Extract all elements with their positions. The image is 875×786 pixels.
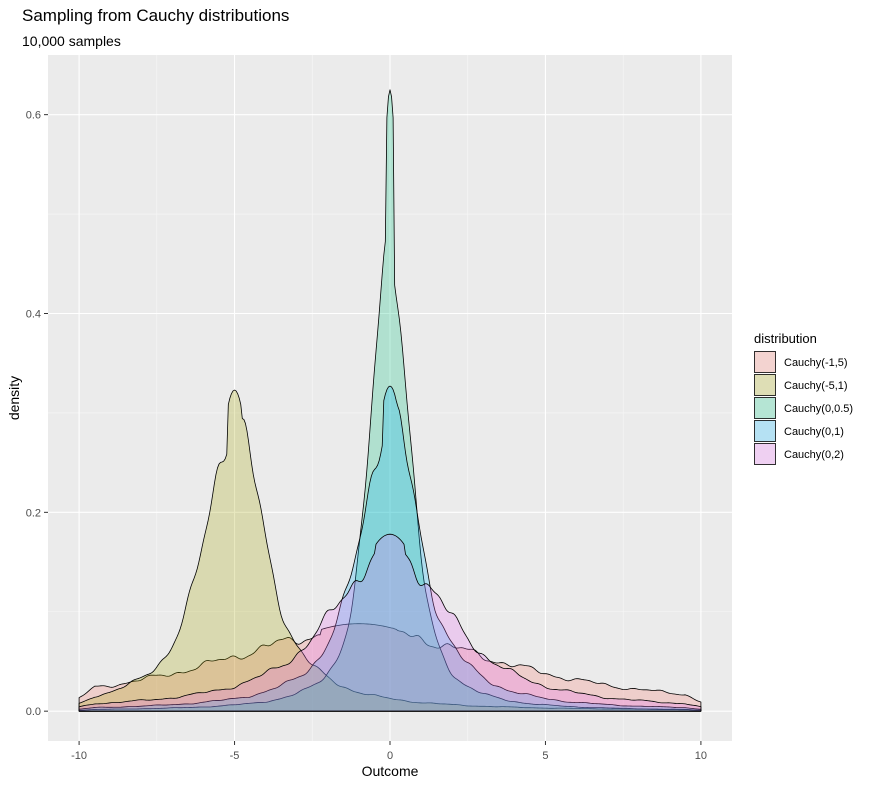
legend-swatch <box>754 420 776 442</box>
chart-title: Sampling from Cauchy distributions <box>22 6 290 25</box>
legend-key-background <box>754 351 776 373</box>
chart-subtitle: 10,000 samples <box>22 33 121 49</box>
density-area-Cauchy(0,0.5) <box>78 89 702 712</box>
y-axis-title: density <box>6 376 22 420</box>
y-tick-label: 0.6 <box>26 110 41 122</box>
legend-label: Cauchy(-1,5) <box>784 357 848 369</box>
legend-key-background <box>754 374 776 396</box>
legend-title: distribution <box>754 331 817 346</box>
legend-label: Cauchy(0,1) <box>784 426 844 438</box>
x-axis: -10 -5 0 5 10 <box>71 741 707 762</box>
density-area-Cauchy(-5,1) <box>78 389 702 712</box>
legend-swatch <box>754 443 776 465</box>
legend-key-background <box>754 397 776 419</box>
major-gridlines <box>48 55 732 741</box>
x-tick-label: 5 <box>542 750 548 762</box>
y-axis: 0.0 0.2 0.4 0.6 <box>26 110 48 718</box>
density-area-Cauchy(0,2) <box>78 533 702 712</box>
legend-label: Cauchy(0,2) <box>784 449 844 461</box>
y-tick-label: 0.4 <box>26 308 41 320</box>
legend-key-background <box>754 420 776 442</box>
legend-label: Cauchy(-5,1) <box>784 380 848 392</box>
density-area-Cauchy(-1,5) <box>78 623 702 712</box>
legend-label: Cauchy(0,0.5) <box>784 403 853 415</box>
x-tick-label: -5 <box>230 750 240 762</box>
legend: distribution Cauchy(-1,5) Cauchy(-5,1) Cau… <box>754 331 853 465</box>
density-areas <box>78 89 702 712</box>
y-tick-label: 0.0 <box>26 706 41 718</box>
y-tick-label: 0.2 <box>26 507 41 519</box>
legend-swatch <box>754 374 776 396</box>
x-tick-label: 10 <box>695 750 707 762</box>
x-tick-label: 0 <box>387 750 393 762</box>
density-area-Cauchy(0,1) <box>78 385 702 712</box>
x-axis-title: Outcome <box>362 763 419 779</box>
legend-swatch <box>754 351 776 373</box>
legend-key-background <box>754 443 776 465</box>
legend-swatch <box>754 397 776 419</box>
x-tick-label: -10 <box>71 750 87 762</box>
